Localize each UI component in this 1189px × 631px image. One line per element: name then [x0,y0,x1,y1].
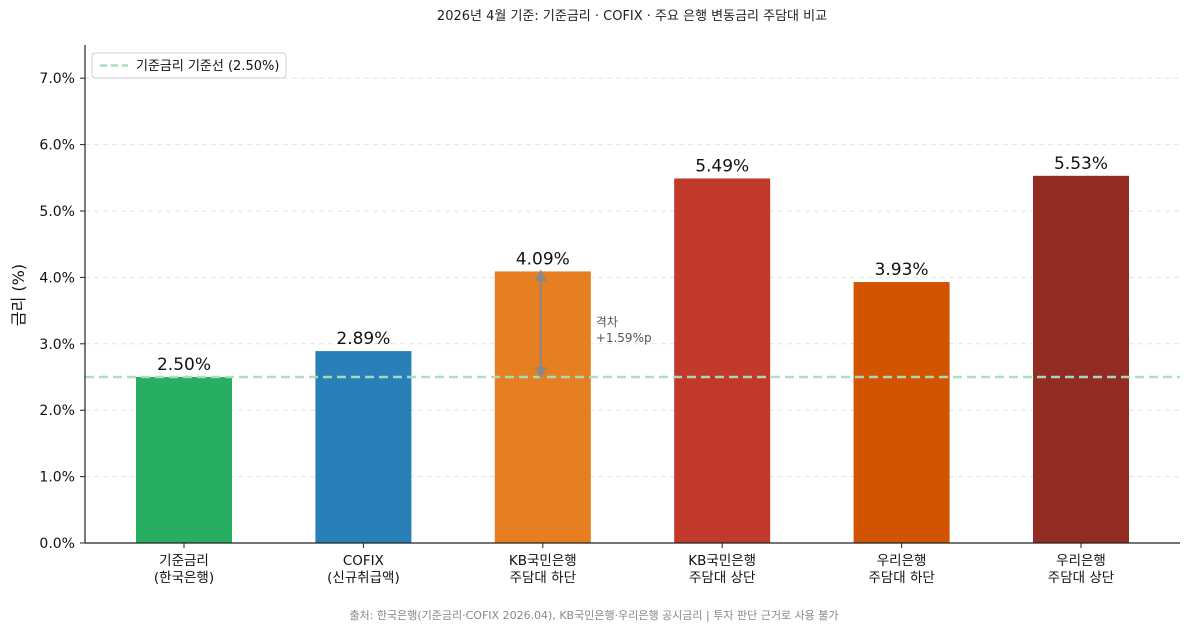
bar-value-label: 5.49% [695,156,749,176]
gap-annotation-text: +1.59%p [596,331,652,345]
x-tick-label: KB국민은행 [688,553,756,569]
y-tick-label: 5.0% [39,204,75,220]
annotation-layer: 격차 +1.59%p [534,269,652,379]
y-tick-label: 0.0% [39,536,75,552]
x-tick-label: 우리은행 [1056,553,1106,569]
y-tick-label: 2.0% [39,403,75,419]
legend-label: 기준금리 기준선 (2.50%) [136,59,279,74]
legend: 기준금리 기준선 (2.50%) [91,52,287,79]
y-tick-label: 4.0% [39,270,75,286]
x-tick-label: 우리은행 [877,553,927,569]
bar [315,351,412,543]
bar-value-label: 4.09% [516,249,570,269]
x-tick-label: COFIX [343,553,384,569]
x-tick-label: 주담대 하단 [868,570,934,586]
y-tick-label: 6.0% [39,138,75,154]
labels-layer: 2.50% 2.89% 4.09% 5.49% 3.93% 5.53% [157,154,1108,375]
y-axis-label: 금리 (%) [9,264,28,326]
y-tick-label: 3.0% [39,337,75,353]
bar [1033,175,1129,544]
legend-box [91,52,287,79]
bar [674,178,771,544]
axes-layer: 0.0% 1.0% 2.0% 3.0% 4.0% 5.0% 6.0% 7.0% 기준금리(한국은… [39,45,1180,586]
chart-title: 2026년 4월 기준: 기준금리 · COFIX · 주요 은행 변동금리 주… [437,8,827,24]
x-tick-label: (신규취급액) [327,570,400,586]
y-tick-label: 1.0% [39,470,75,486]
x-tick-label: 주담대 하단 [510,570,576,586]
bar [494,271,591,543]
bar-value-label: 2.89% [336,329,390,349]
bar-value-label: 2.50% [157,355,211,375]
y-tick-label: 7.0% [39,71,75,87]
footnote: 출처: 한국은행(기준금리·COFIX 2026.04), KB국민은행·우리은… [349,609,838,622]
bar [136,377,232,543]
grid-layer [85,77,1180,478]
x-tick-label: 주담대 상단 [689,570,755,586]
x-tick-label: (한국은행) [154,570,214,586]
x-tick-label: 기준금리 [159,553,209,569]
bar-value-label: 5.53% [1054,154,1108,174]
bar-value-label: 3.93% [875,260,929,280]
bars-layer [136,175,1129,544]
bar [853,282,950,543]
gap-annotation-text: 격차 [596,315,618,329]
x-tick-label: 주담대 상단 [1048,570,1114,586]
x-tick-label: KB국민은행 [509,553,577,569]
